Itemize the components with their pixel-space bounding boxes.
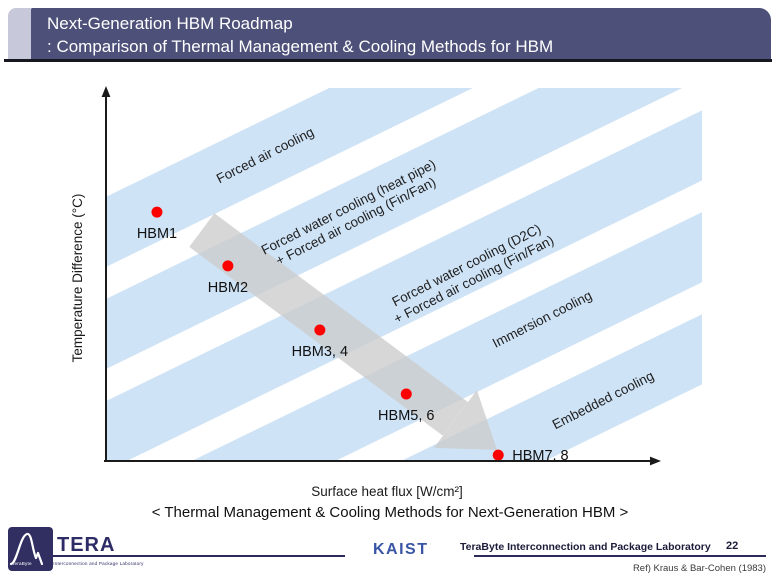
cooling-band-1 [107, 88, 702, 461]
trend-arrow-head [433, 390, 498, 451]
kaist-logo: KAIST [373, 541, 429, 558]
y-axis-arrow-icon [101, 86, 111, 97]
title-underline [4, 59, 772, 62]
tera-subtitle-word1: TeraByte [12, 561, 32, 566]
data-point-dot [151, 206, 163, 218]
tera-wordmark: TERA [57, 534, 116, 556]
reference-text: Ref) Kraus & Bar-Cohen (1983) [632, 563, 766, 574]
cooling-band-3 [107, 88, 702, 461]
tera-logo [8, 527, 53, 571]
chart-caption: < Thermal Management & Cooling Methods f… [151, 504, 629, 521]
title-bar: Next-Generation HBM Roadmap : Comparison… [31, 8, 771, 59]
lab-name: TeraByte Interconnection and Package Lab… [460, 541, 711, 553]
data-point-label: HBM2 [208, 280, 248, 296]
x-axis-label: Surface heat flux [W/cm²] [311, 484, 463, 499]
x-axis-arrow-icon [650, 456, 661, 466]
y-axis-label: Temperature Difference (°C) [70, 194, 85, 363]
cooling-band-4 [107, 88, 702, 461]
stripe-rotation-group [107, 88, 702, 461]
tera-logo-curve-icon [9, 532, 44, 566]
slide-title-line2: : Comparison of Thermal Management & Coo… [47, 37, 554, 56]
trend-arrow-shaft [189, 213, 468, 436]
trend-arrow [189, 213, 498, 451]
plot-area [107, 88, 702, 461]
data-point-dot [400, 388, 412, 400]
cooling-band-2 [107, 88, 702, 461]
cooling-band-0 [107, 88, 702, 404]
data-point-dot [492, 449, 504, 461]
slide-title-line1: Next-Generation HBM Roadmap [47, 14, 293, 33]
page-number: 22 [726, 540, 739, 552]
footer-rule-right [474, 555, 766, 557]
title-side-tab [8, 8, 33, 59]
tera-logo-subtitle: TeraByte Interconnection and Package Lab… [12, 561, 144, 566]
data-point-label: HBM3, 4 [292, 344, 348, 360]
data-point-dot [314, 324, 326, 336]
data-point-label: HBM5, 6 [378, 408, 434, 424]
data-point-dot [222, 260, 234, 272]
tera-subtitle-rest: Interconnection and Package Laboratory [53, 561, 144, 566]
footer-rule-left [35, 555, 345, 557]
data-point-label: HBM1 [137, 226, 177, 242]
